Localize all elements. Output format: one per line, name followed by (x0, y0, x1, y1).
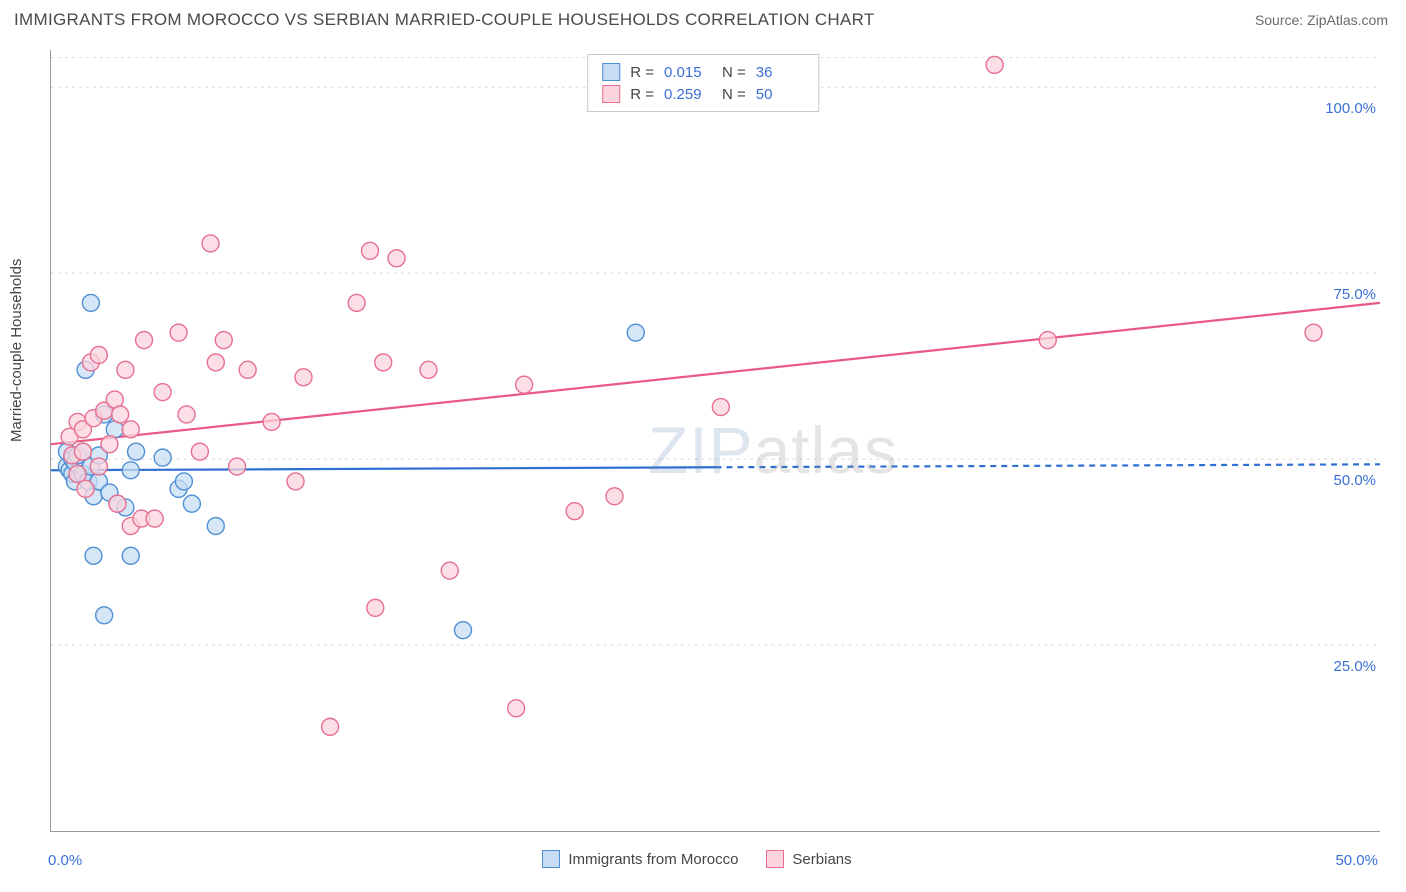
scatter-plot: 25.0% 50.0% 75.0% 100.0% (50, 50, 1380, 832)
n-label: N = (722, 64, 746, 81)
r-label: R = (630, 86, 654, 103)
r-value: 0.015 (664, 64, 712, 81)
stats-legend-row: R = 0.015 N = 36 (602, 61, 804, 83)
legend-label: Immigrants from Morocco (568, 851, 738, 868)
r-label: R = (630, 64, 654, 81)
chart-title: IMMIGRANTS FROM MOROCCO VS SERBIAN MARRI… (14, 10, 875, 30)
legend-swatch (602, 85, 620, 103)
legend-swatch (542, 850, 560, 868)
n-value: 50 (756, 86, 804, 103)
yaxis-title: Married-couple Households (8, 259, 25, 442)
legend-swatch (602, 63, 620, 81)
svg-text:25.0%: 25.0% (1334, 658, 1376, 675)
n-label: N = (722, 86, 746, 103)
stats-legend-row: R = 0.259 N = 50 (602, 83, 804, 105)
source-attribution: Source: ZipAtlas.com (1255, 12, 1388, 28)
legend-swatch (766, 850, 784, 868)
r-value: 0.259 (664, 86, 712, 103)
series-legend: Immigrants from Morocco Serbians (14, 850, 1380, 868)
legend-item: Immigrants from Morocco (542, 850, 738, 868)
svg-text:100.0%: 100.0% (1325, 100, 1376, 117)
svg-text:50.0%: 50.0% (1334, 472, 1376, 489)
legend-item: Serbians (766, 850, 851, 868)
svg-text:75.0%: 75.0% (1334, 286, 1376, 303)
n-value: 36 (756, 64, 804, 81)
legend-label: Serbians (792, 851, 851, 868)
chart-container: Married-couple Households 25.0%50.0%75.0… (14, 42, 1392, 882)
stats-legend: R = 0.015 N = 36 R = 0.259 N = 50 (587, 54, 819, 112)
